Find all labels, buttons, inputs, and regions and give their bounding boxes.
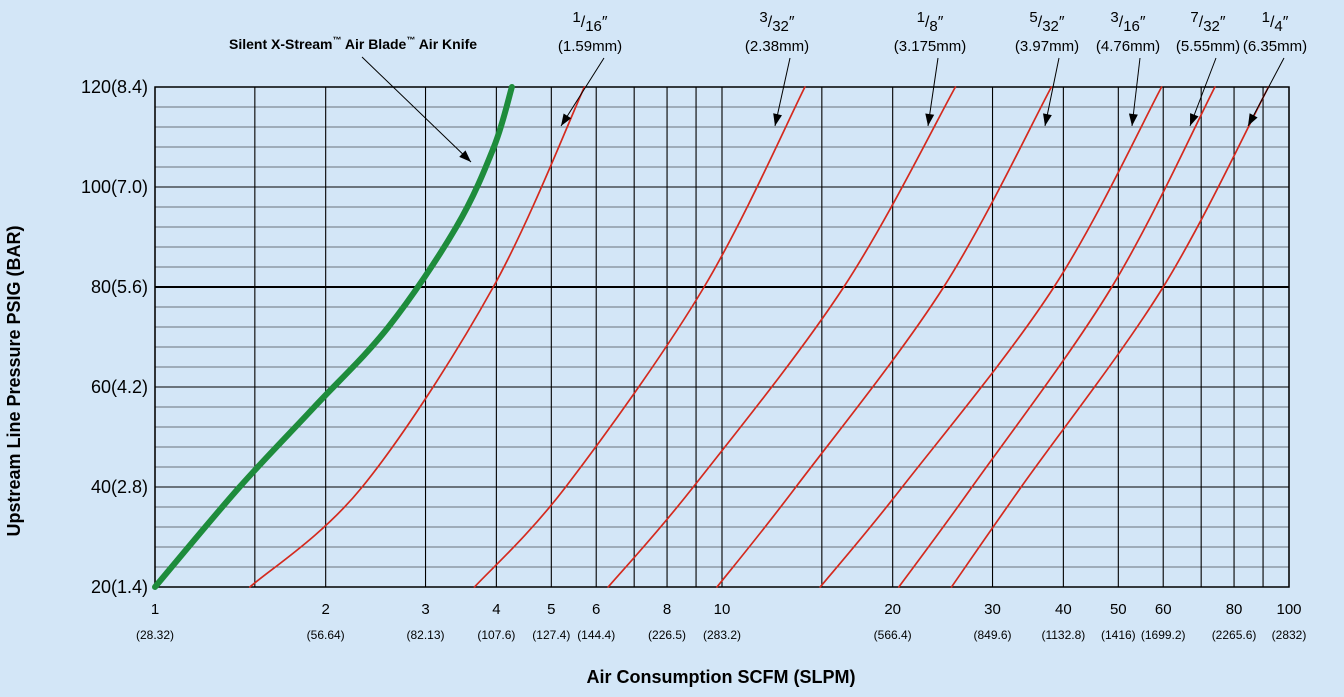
- x-tick-label: 60: [1155, 601, 1172, 618]
- series-line-nozzle: [607, 86, 957, 588]
- x-tick-label: 50: [1110, 601, 1127, 618]
- x-tick-metric-label: (566.4): [874, 628, 912, 642]
- series-label-fraction: 3/32″: [759, 9, 794, 35]
- series-label-metric: (6.35mm): [1243, 38, 1307, 55]
- x-tick-metric-label: (56.64): [307, 628, 345, 642]
- x-tick-label: 80: [1226, 601, 1243, 618]
- arrow-air-knife: [361, 56, 472, 163]
- x-tick-label: 4: [492, 601, 500, 618]
- x-tick-label: 8: [663, 601, 671, 618]
- x-tick-label: 30: [984, 601, 1001, 618]
- x-tick-metric-label: (1699.2): [1141, 628, 1186, 642]
- series-label-metric: (1.59mm): [558, 38, 622, 55]
- series-label-metric: (3.97mm): [1015, 38, 1079, 55]
- arrow-nozzle-label-head: [1248, 113, 1258, 126]
- x-tick-label: 3: [421, 601, 429, 618]
- y-tick-label: 20(1.4): [91, 577, 148, 597]
- arrow-nozzle-label: [1189, 57, 1217, 127]
- series-line-nozzle: [950, 86, 1270, 588]
- plot-frame: [154, 86, 1290, 588]
- arrow-nozzle-label-head: [925, 113, 935, 126]
- series-label-fraction: 1/4″: [1262, 9, 1289, 35]
- x-tick-metric-label: (107.6): [477, 628, 515, 642]
- y-tick-label: 60(4.2): [91, 377, 148, 397]
- x-tick-label: 2: [322, 601, 330, 618]
- arrow-nozzle-label-head: [561, 113, 572, 126]
- series-line-nozzle: [249, 86, 586, 588]
- y-tick-label: 40(2.8): [91, 477, 148, 497]
- series-label-fraction: 1/16″: [572, 9, 607, 35]
- series-line-nozzle: [716, 86, 1053, 588]
- x-tick-label: 5: [547, 601, 555, 618]
- x-tick-label: 6: [592, 601, 600, 618]
- x-tick-metric-label: (2265.6): [1212, 628, 1257, 642]
- major-grid: [154, 86, 1290, 588]
- x-tick-metric-label: (82.13): [407, 628, 445, 642]
- x-tick-metric-label: (226.5): [648, 628, 686, 642]
- annotation-layer: Silent X-Stream™ Air Blade™ Air Knife 1/1…: [229, 9, 1307, 163]
- series-line-nozzle: [473, 86, 806, 588]
- series-line-air-knife: [152, 84, 515, 590]
- series-label-fraction: 7/32″: [1190, 9, 1225, 35]
- y-tick-labels: 20(1.4) 40(2.8) 60(4.2) 80(5.6) 100(7.0) 120(…: [81, 77, 148, 597]
- x-tick-labels: 1 (28.32) 2 (56.64) 3 (82.13) 4 (107.6) 5 (127.4)…: [136, 601, 1306, 642]
- arrow-air-knife-head: [459, 150, 471, 162]
- y-axis-title: Upstream Line Pressure PSIG (BAR): [4, 225, 24, 536]
- arrow-nozzle-label: [560, 57, 605, 127]
- series-label-air-knife: Silent X-Stream™ Air Blade™ Air Knife: [229, 35, 477, 52]
- x-tick-metric-label: (849.6): [974, 628, 1012, 642]
- series-layer: [152, 84, 1270, 590]
- series-line-nozzle: [819, 86, 1163, 588]
- arrow-nozzle-label-head: [1128, 113, 1138, 126]
- arrow-nozzle-label-head: [1190, 113, 1199, 126]
- arrow-nozzle-label-head: [773, 113, 782, 126]
- y-tick-label: 100(7.0): [81, 177, 148, 197]
- series-label-metric: (3.175mm): [894, 38, 967, 55]
- y-tick-label: 80(5.6): [91, 277, 148, 297]
- arrow-nozzle-label: [1247, 57, 1285, 127]
- x-tick-metric-label: (127.4): [532, 628, 570, 642]
- series-line-nozzle: [897, 86, 1216, 588]
- x-tick-metric-label: (1416): [1101, 628, 1136, 642]
- series-label-metric: (4.76mm): [1096, 38, 1160, 55]
- series-label-metric: (2.38mm): [745, 38, 809, 55]
- x-tick-metric-label: (144.4): [577, 628, 615, 642]
- y-tick-label: 120(8.4): [81, 77, 148, 97]
- x-tick-label: 10: [714, 601, 731, 618]
- series-label-metric: (5.55mm): [1176, 38, 1240, 55]
- series-label-fraction: 3/16″: [1110, 9, 1145, 35]
- x-tick-metric-label: (2832): [1272, 628, 1307, 642]
- x-tick-metric-label: (283.2): [703, 628, 741, 642]
- arrow-nozzle-label-head: [1043, 113, 1052, 126]
- x-tick-label: 100: [1276, 601, 1301, 618]
- series-label-fraction: 1/8″: [917, 9, 944, 35]
- series-label-fraction: 5/32″: [1029, 9, 1064, 35]
- x-tick-metric-label: (28.32): [136, 628, 174, 642]
- x-tick-label: 1: [151, 601, 159, 618]
- x-tick-label: 40: [1055, 601, 1072, 618]
- x-tick-label: 20: [884, 601, 901, 618]
- x-axis-title: Air Consumption SCFM (SLPM): [587, 667, 856, 687]
- x-tick-metric-label: (1132.8): [1041, 628, 1085, 642]
